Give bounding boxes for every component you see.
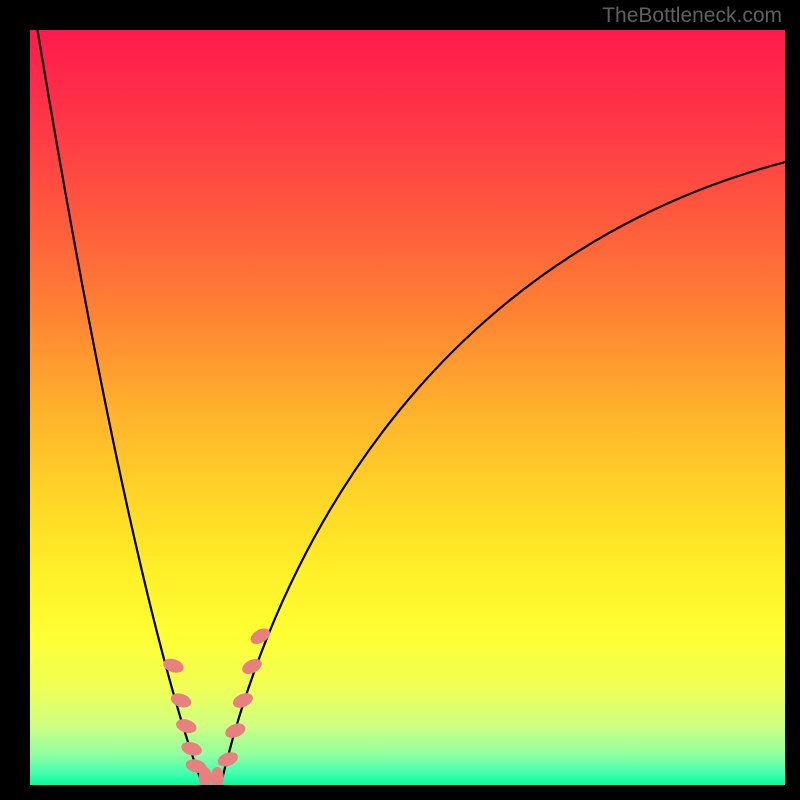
watermark-text: TheBottleneck.com [602, 4, 782, 28]
gradient-background [30, 30, 785, 785]
chart-container: TheBottleneck.com [0, 0, 800, 800]
plot-area [30, 30, 785, 785]
